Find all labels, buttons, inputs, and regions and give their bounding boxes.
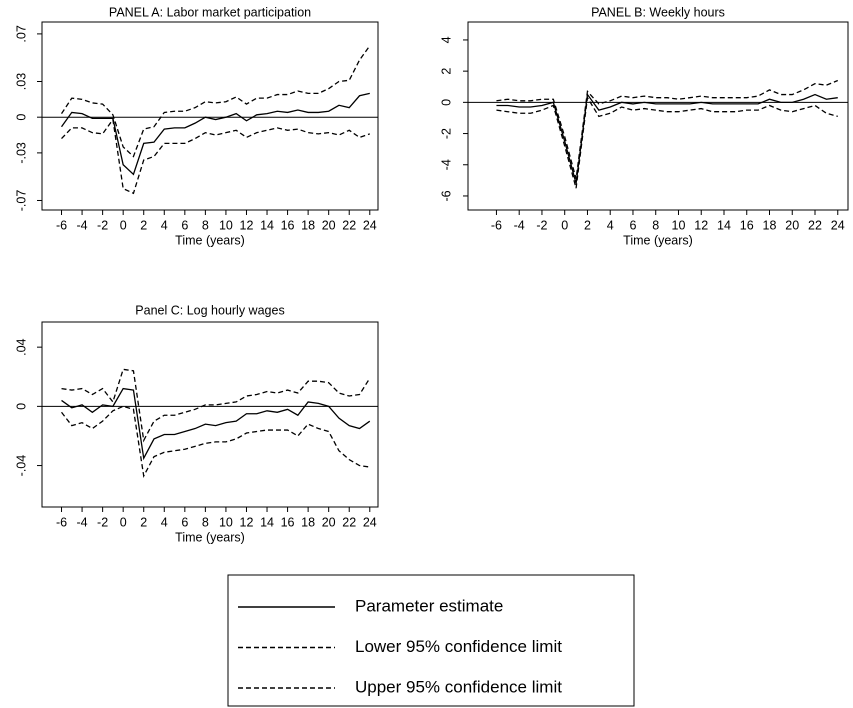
x-tick-label: 12 <box>694 218 708 232</box>
x-tick-label: 14 <box>717 218 731 232</box>
x-tick-label: 0 <box>120 515 127 529</box>
panel-title: Panel C: Log hourly wages <box>135 303 284 317</box>
y-tick-label: -2 <box>439 128 453 139</box>
series-line <box>61 117 370 195</box>
x-tick-label: 20 <box>322 218 336 232</box>
x-tick-label: 24 <box>363 515 377 529</box>
x-tick-label: -4 <box>514 218 525 232</box>
x-tick-label: 8 <box>202 218 209 232</box>
plot-frame <box>467 21 849 211</box>
panel-title: PANEL B: Weekly hours <box>591 5 725 19</box>
x-tick-label: 6 <box>629 218 636 232</box>
legend-label: Upper 95% confidence limit <box>355 677 562 696</box>
x-axis-label: Time (years) <box>175 530 245 544</box>
x-tick-label: 2 <box>140 515 147 529</box>
series-line <box>496 79 839 179</box>
series-line <box>60 45 371 158</box>
series-line <box>496 95 838 189</box>
x-tick-label: 10 <box>672 218 686 232</box>
legend-label: Lower 95% confidence limit <box>355 637 562 656</box>
x-tick-label: 14 <box>260 515 274 529</box>
y-tick-label: 0 <box>14 403 28 410</box>
x-tick-label: 8 <box>202 515 209 529</box>
x-tick-label: -6 <box>56 218 67 232</box>
x-tick-label: 4 <box>607 218 614 232</box>
x-tick-label: 4 <box>161 218 168 232</box>
x-tick-label: -4 <box>77 515 88 529</box>
y-tick-label: -.07 <box>14 190 28 212</box>
x-tick-label: 14 <box>260 218 274 232</box>
x-tick-label: 20 <box>785 218 799 232</box>
x-tick-label: -4 <box>77 218 88 232</box>
x-tick-label: -2 <box>97 515 108 529</box>
x-tick-label: 6 <box>181 515 188 529</box>
y-tick-label: .07 <box>14 25 28 42</box>
x-tick-label: 2 <box>140 218 147 232</box>
x-tick-label: 16 <box>281 515 295 529</box>
y-tick-label: .04 <box>14 338 28 355</box>
x-tick-label: 4 <box>161 515 168 529</box>
y-tick-label: 4 <box>439 36 453 43</box>
x-tick-label: 16 <box>281 218 295 232</box>
series-line <box>61 387 371 461</box>
x-tick-label: 10 <box>219 218 233 232</box>
x-tick-label: 10 <box>219 515 233 529</box>
x-tick-label: 22 <box>342 515 356 529</box>
x-tick-label: 12 <box>240 515 254 529</box>
legend-box <box>227 574 635 707</box>
x-tick-label: -6 <box>491 218 502 232</box>
x-axis-label: Time (years) <box>175 233 245 247</box>
x-tick-label: 8 <box>652 218 659 232</box>
y-tick-label: 0 <box>439 99 453 106</box>
series-line <box>61 405 370 478</box>
x-tick-label: -2 <box>536 218 547 232</box>
x-tick-label: 24 <box>831 218 845 232</box>
x-tick-label: 16 <box>740 218 754 232</box>
x-tick-label: 24 <box>363 218 377 232</box>
x-tick-label: 18 <box>301 218 315 232</box>
x-tick-label: 22 <box>342 218 356 232</box>
x-tick-label: 20 <box>322 515 336 529</box>
plot-frame <box>41 21 379 211</box>
y-tick-label: -4 <box>439 159 453 170</box>
panel-title: PANEL A: Labor market participation <box>109 5 311 19</box>
plot-frame <box>41 321 379 508</box>
x-tick-label: -6 <box>56 515 67 529</box>
x-tick-label: 18 <box>301 515 315 529</box>
x-axis-label: Time (years) <box>623 233 693 247</box>
x-tick-label: 22 <box>808 218 822 232</box>
x-tick-label: 6 <box>181 218 188 232</box>
x-tick-label: 18 <box>763 218 777 232</box>
x-tick-label: 12 <box>240 218 254 232</box>
legend-label: Parameter estimate <box>355 596 503 615</box>
y-tick-label: 0 <box>14 114 28 121</box>
y-tick-label: 2 <box>439 68 453 75</box>
y-tick-label: -.03 <box>14 142 28 164</box>
x-tick-label: -2 <box>97 218 108 232</box>
series-line <box>496 92 838 184</box>
y-tick-label: -6 <box>439 190 453 201</box>
y-tick-label: -.04 <box>14 455 28 477</box>
series-line <box>60 92 370 176</box>
x-tick-label: 0 <box>120 218 127 232</box>
x-tick-label: 0 <box>561 218 568 232</box>
x-tick-label: 2 <box>584 218 591 232</box>
y-tick-label: .03 <box>14 73 28 90</box>
